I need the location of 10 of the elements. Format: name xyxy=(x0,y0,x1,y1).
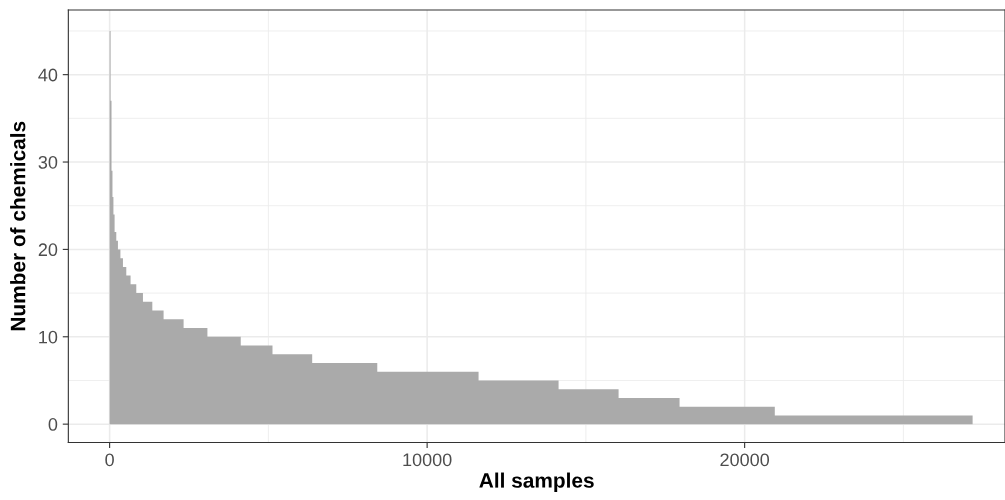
y-tick-label: 30 xyxy=(38,155,58,169)
x-tick-label: 0 xyxy=(105,453,114,467)
x-axis-title: All samples xyxy=(479,472,594,492)
y-axis-title: Number of chemicals xyxy=(10,121,26,331)
y-tick-label: 20 xyxy=(38,243,58,257)
y-tick-label: 10 xyxy=(39,330,58,344)
x-tick-label: 10000 xyxy=(403,453,452,467)
y-tick-label: 40 xyxy=(38,68,58,82)
y-tick-label: 0 xyxy=(48,418,58,431)
x-tick-label: 20000 xyxy=(720,453,770,467)
